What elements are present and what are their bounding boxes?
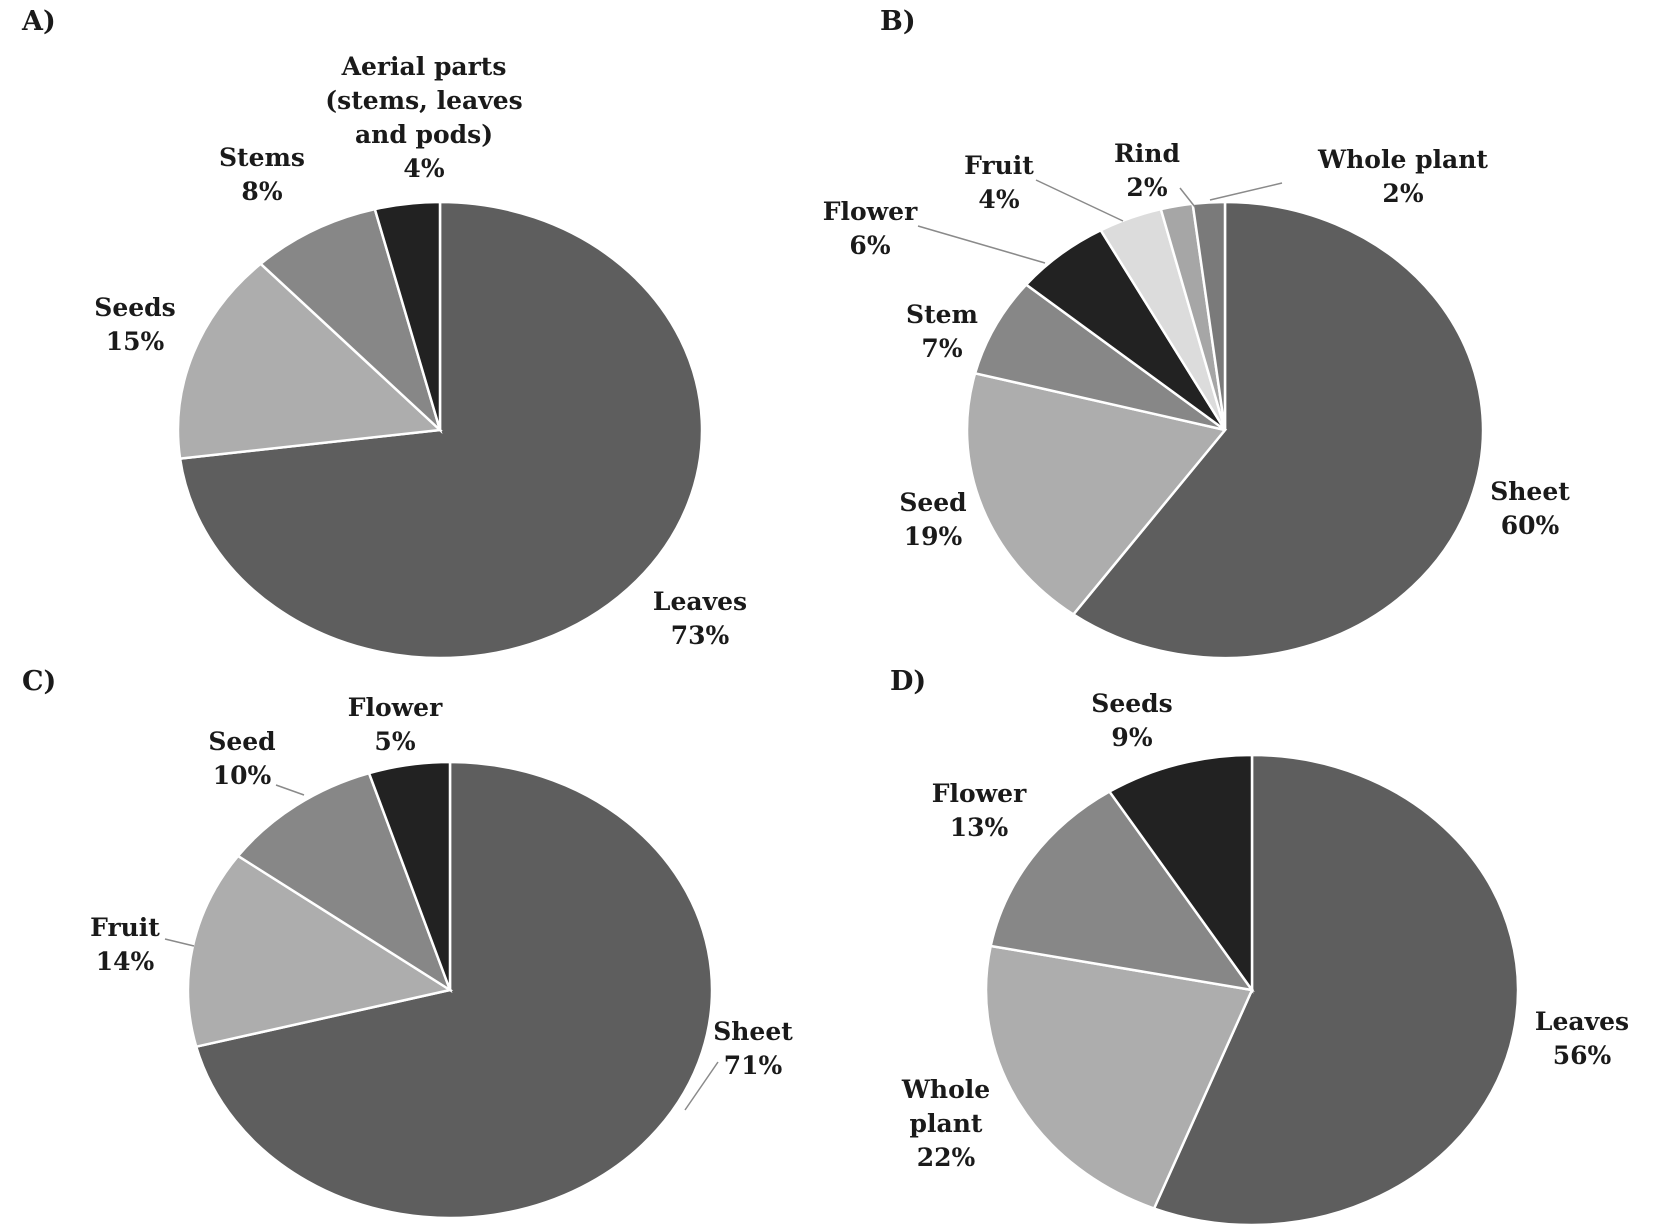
pie-slice <box>236 771 453 994</box>
pie-slice <box>194 760 714 1220</box>
slice-label: Seed <box>208 727 275 756</box>
slice-label: Seeds <box>94 293 175 322</box>
slice-percent-label: 7% <box>921 334 962 363</box>
slice-percent-label: 73% <box>671 621 730 650</box>
pie-slice <box>1152 753 1520 1227</box>
leader-line <box>917 225 1046 264</box>
panel-label: B) <box>880 6 916 37</box>
leader-line <box>1179 187 1196 208</box>
slice-percent-label: 9% <box>1111 723 1152 752</box>
slice-percent-label: 14% <box>96 947 155 976</box>
pie-slice <box>1107 753 1254 994</box>
slice-label: Aerial parts <box>341 52 507 81</box>
slice-label: and pods) <box>355 120 493 149</box>
slice-label: Fruit <box>964 151 1034 180</box>
slice-percent-label: 4% <box>403 154 444 183</box>
slice-label: Flower <box>823 197 918 226</box>
slice-percent-label: 71% <box>724 1051 783 1080</box>
slice-label: Flower <box>932 779 1027 808</box>
pie-chart-a: A) Leaves 73% Seeds 15% Stems 8% Aerial parts (s… <box>21 6 747 660</box>
slice-label: Stem <box>906 300 978 329</box>
slice-percent-label: 4% <box>978 185 1019 214</box>
pie-chart-d: D) Leaves 56% Whole plant 22% Flower 13% Seeds 9% <box>890 666 1629 1227</box>
slice-label: Whole <box>901 1075 990 1104</box>
pie-chart-c: C) Sheet 71% Fruit 14% Seed 10% Flower 5% <box>22 666 793 1220</box>
pie-slice <box>258 207 443 435</box>
pie-slice <box>989 789 1255 992</box>
leader-line <box>1035 179 1124 222</box>
slice-label: (stems, leaves <box>325 86 522 115</box>
pie-chart-b: B) Sheet 60% Seed 19% Stem 7% Flower 6% Fruit 4% Ri… <box>823 6 1570 660</box>
slice-label: Seed <box>899 488 966 517</box>
slice-label: Flower <box>348 693 443 722</box>
pie-slice <box>176 262 443 460</box>
slice-label: Seeds <box>1091 689 1172 718</box>
slice-percent-label: 56% <box>1553 1041 1612 1070</box>
slice-label: Stems <box>219 143 305 172</box>
pie-slice <box>984 944 1254 1211</box>
slice-label: Rind <box>1114 139 1180 168</box>
slice-label: Whole plant <box>1317 145 1488 174</box>
leader-line <box>1209 182 1283 201</box>
slice-label: Sheet <box>713 1017 793 1046</box>
slice-label: Fruit <box>90 913 160 942</box>
pie-slice <box>367 760 452 991</box>
slice-percent-label: 60% <box>1501 511 1560 540</box>
leader-line <box>684 1061 719 1111</box>
slice-label: plant <box>910 1109 983 1138</box>
slice-percent-label: 13% <box>950 813 1009 842</box>
panel-label: A) <box>21 6 56 37</box>
panel-label: D) <box>890 666 926 697</box>
slice-percent-label: 2% <box>1382 179 1423 208</box>
pie-slice <box>186 854 454 1049</box>
slice-percent-label: 5% <box>374 727 415 756</box>
pie-slice <box>973 283 1226 432</box>
leader-line <box>164 938 195 947</box>
slice-percent-label: 22% <box>917 1143 976 1172</box>
slice-percent-label: 19% <box>904 522 963 551</box>
slice-percent-label: 15% <box>106 327 165 356</box>
slice-percent-label: 8% <box>241 177 282 206</box>
slice-percent-label: 2% <box>1126 173 1167 202</box>
slice-percent-label: 6% <box>849 231 890 260</box>
pie-slice <box>965 371 1228 617</box>
slice-label: Sheet <box>1490 477 1570 506</box>
panel-label: C) <box>22 666 56 697</box>
pie-slice <box>373 200 442 431</box>
slice-label: Leaves <box>653 587 747 616</box>
slice-label: Leaves <box>1535 1007 1629 1036</box>
pie-slice <box>1071 200 1485 660</box>
slice-percent-label: 10% <box>213 761 272 790</box>
leader-line <box>275 784 305 796</box>
